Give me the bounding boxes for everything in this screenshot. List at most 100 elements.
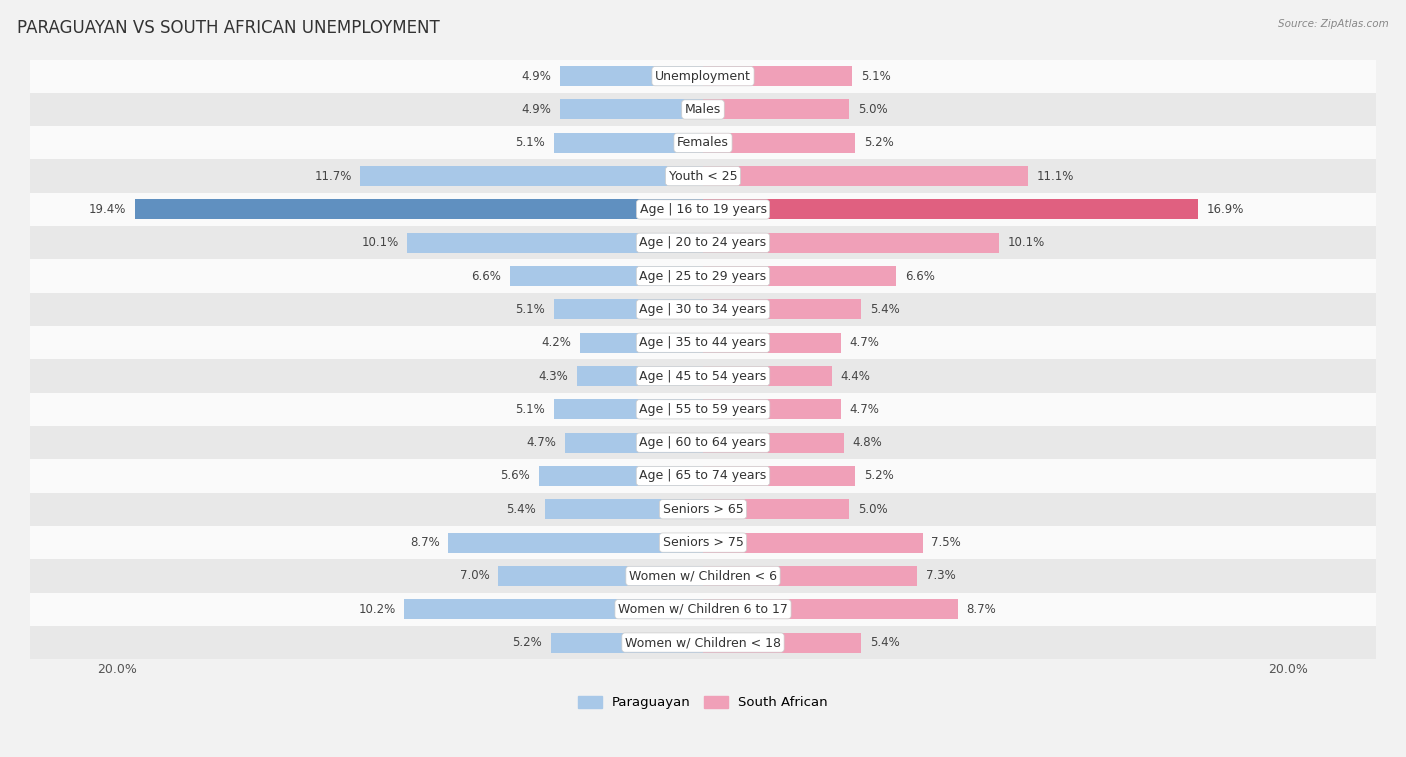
Text: 10.1%: 10.1% [1008,236,1045,249]
Text: Males: Males [685,103,721,116]
Bar [546,500,703,519]
Legend: Paraguayan, South African: Paraguayan, South African [572,690,834,715]
Text: 5.2%: 5.2% [512,636,541,649]
Text: 4.9%: 4.9% [520,70,551,83]
Text: Age | 25 to 29 years: Age | 25 to 29 years [640,269,766,282]
Bar [30,426,1376,459]
Bar [30,93,1376,126]
Bar [560,66,703,86]
Text: Age | 16 to 19 years: Age | 16 to 19 years [640,203,766,216]
Text: 6.6%: 6.6% [905,269,935,282]
Text: 5.0%: 5.0% [858,503,887,516]
Text: 4.7%: 4.7% [527,436,557,449]
Bar [554,299,703,319]
Bar [703,500,849,519]
Bar [551,633,703,653]
Text: Seniors > 65: Seniors > 65 [662,503,744,516]
Text: 8.7%: 8.7% [409,536,440,549]
Text: 4.7%: 4.7% [849,336,879,349]
Text: 5.4%: 5.4% [506,503,536,516]
Text: 7.5%: 7.5% [931,536,962,549]
Bar [703,366,832,386]
Text: 5.4%: 5.4% [870,303,900,316]
Bar [703,466,855,486]
Bar [703,433,844,453]
Bar [30,326,1376,360]
Text: 20.0%: 20.0% [97,663,138,676]
Bar [449,533,703,553]
Bar [30,459,1376,493]
Bar [703,132,855,153]
Text: 5.2%: 5.2% [865,136,894,149]
Text: Unemployment: Unemployment [655,70,751,83]
Bar [703,266,896,286]
Bar [30,626,1376,659]
Text: Age | 60 to 64 years: Age | 60 to 64 years [640,436,766,449]
Text: Age | 30 to 34 years: Age | 30 to 34 years [640,303,766,316]
Text: Youth < 25: Youth < 25 [669,170,737,182]
Bar [560,99,703,120]
Bar [703,400,841,419]
Bar [510,266,703,286]
Bar [30,293,1376,326]
Bar [408,232,703,253]
Text: 4.7%: 4.7% [849,403,879,416]
Text: Seniors > 75: Seniors > 75 [662,536,744,549]
Bar [703,566,917,586]
Text: 16.9%: 16.9% [1206,203,1244,216]
Text: 5.4%: 5.4% [870,636,900,649]
Bar [30,193,1376,226]
Bar [538,466,703,486]
Bar [30,559,1376,593]
Bar [703,332,841,353]
Text: Females: Females [678,136,728,149]
Bar [30,60,1376,93]
Text: 11.7%: 11.7% [315,170,352,182]
Text: 5.6%: 5.6% [501,469,530,482]
Text: Age | 65 to 74 years: Age | 65 to 74 years [640,469,766,482]
Bar [703,199,1198,220]
Bar [703,66,852,86]
Bar [30,160,1376,193]
Bar [703,299,860,319]
Text: 20.0%: 20.0% [1268,663,1309,676]
Text: Age | 55 to 59 years: Age | 55 to 59 years [640,403,766,416]
Text: 4.8%: 4.8% [852,436,882,449]
Bar [565,433,703,453]
Bar [576,366,703,386]
Bar [30,593,1376,626]
Bar [703,166,1028,186]
Bar [360,166,703,186]
Bar [30,393,1376,426]
Bar [30,360,1376,393]
Bar [30,260,1376,293]
Text: Age | 20 to 24 years: Age | 20 to 24 years [640,236,766,249]
Text: Women w/ Children 6 to 17: Women w/ Children 6 to 17 [619,603,787,615]
Bar [405,600,703,619]
Bar [703,533,922,553]
Text: 5.2%: 5.2% [865,469,894,482]
Text: Age | 35 to 44 years: Age | 35 to 44 years [640,336,766,349]
Bar [30,493,1376,526]
Text: 4.3%: 4.3% [538,369,568,382]
Text: 7.0%: 7.0% [460,569,489,582]
Bar [703,99,849,120]
Text: 6.6%: 6.6% [471,269,501,282]
Text: 10.1%: 10.1% [361,236,398,249]
Bar [554,400,703,419]
Bar [30,526,1376,559]
Text: 8.7%: 8.7% [966,603,997,615]
Bar [30,126,1376,160]
Text: 5.0%: 5.0% [858,103,887,116]
Bar [135,199,703,220]
Bar [554,132,703,153]
Text: Women w/ Children < 6: Women w/ Children < 6 [628,569,778,582]
Text: 5.1%: 5.1% [515,303,546,316]
Bar [703,600,957,619]
Text: 4.9%: 4.9% [520,103,551,116]
Text: 10.2%: 10.2% [359,603,395,615]
Text: 19.4%: 19.4% [89,203,127,216]
Text: 11.1%: 11.1% [1036,170,1074,182]
Text: 5.1%: 5.1% [515,403,546,416]
Text: 5.1%: 5.1% [515,136,546,149]
